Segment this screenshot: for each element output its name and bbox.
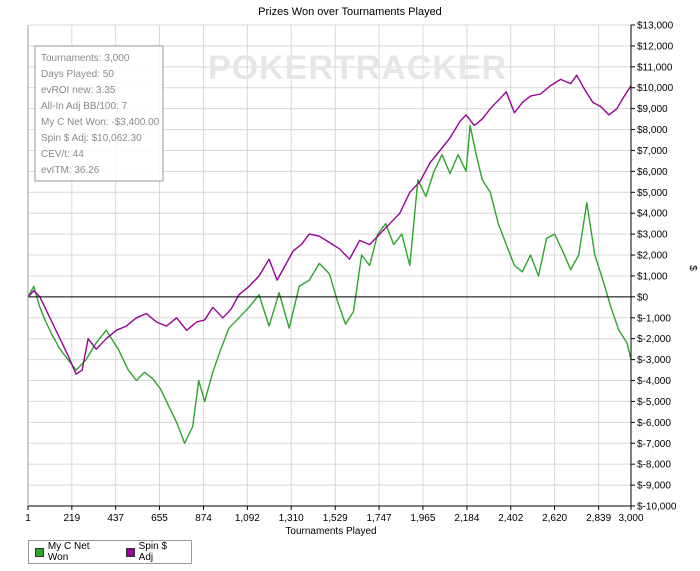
stats-line: CEV/t: 44: [41, 149, 84, 160]
x-tick-label: 3,000: [618, 513, 643, 524]
legend-swatch-net-won: [35, 547, 44, 557]
y-tick-label: $-5,000: [637, 397, 671, 408]
x-tick-label: 219: [63, 513, 80, 524]
legend-item-net-won[interactable]: My C Net Won: [35, 541, 112, 563]
y-tick-label: $3,000: [637, 230, 668, 241]
y-tick-label: $-8,000: [637, 460, 671, 471]
y-tick-label: $2,000: [637, 251, 668, 262]
y-tick-label: $-9,000: [637, 481, 671, 492]
y-tick-label: $8,000: [637, 125, 668, 136]
y-axis-ticks: $13,000 $12,000 $11,000 $10,000 $9,000 $8,000…: [631, 21, 677, 513]
y-tick-label: $1,000: [637, 271, 668, 282]
y-tick-label: $5,000: [637, 188, 668, 199]
watermark-logo: POKERTRACKER: [208, 49, 507, 87]
x-tick-label: 1,310: [279, 513, 304, 524]
x-tick-label: 1,529: [323, 513, 348, 524]
x-tick-label: 1,092: [235, 513, 260, 524]
stats-box: Tournaments: 3,000 Days Played: 50 evROI n…: [34, 45, 164, 182]
x-tick-label: 2,184: [454, 513, 479, 524]
y-tick-label: $-4,000: [637, 376, 671, 387]
series-group: [27, 74, 632, 444]
legend-swatch-spin-adj: [125, 547, 135, 557]
y-tick-label: $0: [637, 292, 649, 303]
stats-line: My C Net Won: -$3,400.00: [41, 117, 160, 128]
y-tick-label: $-7,000: [637, 439, 671, 450]
stats-line: evROI new: 3.35: [41, 85, 116, 96]
x-axis-ticks: 1 219 437 655 874 1,092 1,310 1,529 1,747 1,965 2,…: [25, 506, 644, 524]
y-tick-label: $-6,000: [637, 418, 671, 429]
legend-label-net-won: My C Net Won: [47, 541, 90, 563]
y-tick-label: $7,000: [637, 146, 668, 157]
x-tick-label: 2,839: [586, 513, 611, 524]
y-tick-label: $11,000: [637, 62, 673, 73]
stats-line: All-In Adj BB/100: 7: [41, 101, 128, 112]
stats-line: evITM: 36.26: [41, 165, 100, 176]
x-tick-label: 2,620: [542, 513, 567, 524]
legend-item-spin-adj[interactable]: Spin $ Adj: [125, 541, 183, 563]
series-line-net-won: [27, 124, 632, 444]
x-tick-label: 1: [25, 513, 31, 524]
x-tick-label: 2,402: [498, 513, 523, 524]
y-axis-label: $: [687, 265, 698, 271]
y-tick-label: $-10,000: [637, 502, 677, 513]
y-tick-label: $4,000: [637, 209, 668, 220]
x-tick-label: 1,747: [367, 513, 392, 524]
x-tick-label: 874: [195, 513, 212, 524]
axes: [27, 25, 632, 507]
x-tick-label: 1,965: [410, 513, 435, 524]
y-tick-label: $13,000: [637, 21, 674, 32]
x-tick-label: 655: [151, 513, 168, 524]
x-tick-label: 437: [107, 513, 124, 524]
stats-line: Days Played: 50: [41, 69, 114, 80]
y-tick-label: $10,000: [637, 83, 674, 94]
y-tick-label: $6,000: [637, 167, 668, 178]
y-tick-label: $-2,000: [637, 334, 671, 345]
y-tick-label: $-3,000: [637, 355, 671, 366]
y-tick-label: $9,000: [637, 104, 668, 115]
legend-label-spin-adj: Spin $ Adj: [138, 541, 168, 563]
chart-title: Prizes Won over Tournaments Played: [258, 6, 442, 18]
y-tick-label: $-1,000: [637, 313, 671, 324]
y-tick-label: $12,000: [637, 41, 674, 52]
legend: My C Net Won Spin $ Adj: [28, 540, 192, 564]
x-axis-label: Tournaments Played: [285, 526, 376, 537]
stats-box-frame: [34, 45, 164, 182]
series-line-spin-adj: [27, 74, 632, 375]
stats-line: Tournaments: 3,000: [41, 53, 130, 64]
stats-line: Spin $ Adj: $10,062.30: [41, 133, 142, 144]
